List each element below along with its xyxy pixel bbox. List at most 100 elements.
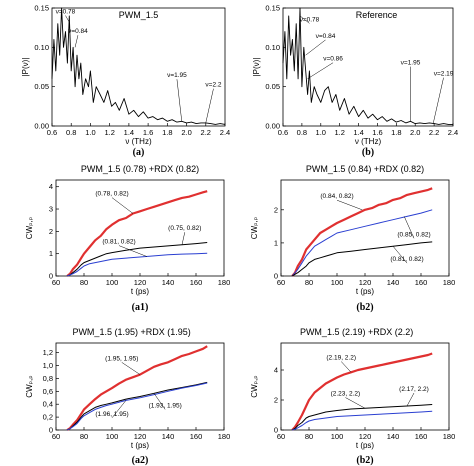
x-tick-label: 180 <box>218 432 231 441</box>
series-line-0 <box>282 7 453 125</box>
x-tick-label: 140 <box>162 278 175 287</box>
chart-title: PWM_1.5 (0.78) +RDX (0.82) <box>81 164 199 174</box>
annotation-arrow <box>307 62 334 80</box>
annotation-arrow <box>65 15 70 23</box>
x-axis-label: t (ps) <box>356 287 375 296</box>
annotation-arrow <box>345 397 366 409</box>
x-tick-label: 120 <box>134 278 147 287</box>
x-tick-label: 60 <box>277 278 285 287</box>
x-tick-label: 80 <box>80 432 88 441</box>
series-line-2 <box>292 410 433 431</box>
chart-b: 0.6 0.8 1.0 1.2 1.4 1.6 1.8 2.0 2.2 2.4 0.00 0.05 0.… <box>252 4 458 159</box>
y-tick-label: 0.15 <box>265 4 280 13</box>
x-tick-label: 180 <box>443 432 456 441</box>
annotation-label: (2.19, 2.2) <box>326 355 356 362</box>
y-tick-label: 2 <box>274 205 278 214</box>
y-tick-label: 0.15 <box>34 4 49 13</box>
x-axis-label: ν (THz) <box>355 137 382 146</box>
annotation-arrow <box>181 232 186 245</box>
x-tick-label: 80 <box>305 278 313 287</box>
x-tick-label: 60 <box>277 432 285 441</box>
panel-label: (b2) <box>356 455 373 466</box>
y-tick-label: 0.05 <box>34 82 49 91</box>
x-tick-label: 2.4 <box>448 128 458 137</box>
plot-frame <box>280 179 450 277</box>
x-tick-label: 160 <box>415 278 428 287</box>
x-tick-label: 160 <box>190 432 203 441</box>
x-tick-label: 100 <box>331 432 344 441</box>
annotation-arrow <box>111 197 134 214</box>
series-line-1 <box>67 242 208 277</box>
x-tick-label: 2.0 <box>181 128 191 137</box>
annotation-label: (1.96, 1.95) <box>95 411 128 418</box>
chart-a: 0.6 0.8 1.0 1.2 1.4 1.6 1.8 2.0 2.2 2.4 0.00 0.05 0.… <box>21 4 230 159</box>
x-tick-label: 180 <box>443 278 456 287</box>
chart-title: PWM_1.5 <box>119 10 159 20</box>
x-tick-label: 1.6 <box>143 128 153 137</box>
y-tick-label: 0 <box>49 272 53 281</box>
y-tick-label: 0,6 <box>43 387 53 396</box>
x-tick-label: 120 <box>134 432 147 441</box>
series-line-0 <box>291 352 433 431</box>
x-tick-label: 120 <box>359 432 372 441</box>
annotation-label: ν=0.86 <box>323 56 343 63</box>
panel-label: (b2) <box>356 302 373 313</box>
annotation-arrow <box>403 216 415 239</box>
x-tick-label: 2.2 <box>201 128 211 137</box>
x-tick-label: 160 <box>415 432 428 441</box>
panel-label: (a1) <box>132 302 149 313</box>
chart-title: PWM_1.5 (0.84) +RDX (0.82) <box>306 164 424 174</box>
annotation-label: ν=1.95 <box>167 72 187 79</box>
chart-title: PWM_1.5 (1.95) +RDX (1.95) <box>72 327 190 337</box>
x-tick-label: 1.6 <box>372 128 382 137</box>
annotation-arrow <box>121 362 141 375</box>
y-axis-label: |P(ν)| <box>252 58 261 77</box>
x-tick-label: 0.6 <box>47 128 57 137</box>
y-tick-label: 2 <box>274 396 278 405</box>
annotation-arrow <box>432 77 444 124</box>
chart-a2: 60 80 100 120 140 160 180 0 0,2 0,4 0,6 0,8 1,0 1,2 t … <box>25 327 230 466</box>
y-axis-label: |P(ν)| <box>21 58 30 77</box>
panel-label: (a) <box>133 147 145 158</box>
annotation-arrow <box>118 245 148 257</box>
x-tick-label: 0.8 <box>66 128 76 137</box>
y-tick-label: 1,2 <box>43 348 53 357</box>
annotation-label: ν=2.19 <box>434 71 454 78</box>
series-line-1 <box>291 404 433 431</box>
x-tick-label: 100 <box>331 278 344 287</box>
chart-b2bottom: 60 80 100 120 140 160 180 0 2 4 t (ps) CWₚ,ₚ PWM_1.5… <box>250 327 455 466</box>
x-tick-label: 60 <box>52 278 60 287</box>
series-line-0 <box>51 7 226 125</box>
series-line-2 <box>291 241 433 277</box>
x-tick-label: 140 <box>162 432 175 441</box>
annotation-label: (0.75, 0.82) <box>168 225 201 232</box>
chart-a1: 60 80 100 120 140 160 180 0 1 2 3 4 t (ps) CWₚ,ₚ PWM_1… <box>25 164 230 313</box>
x-tick-label: 1.2 <box>334 128 344 137</box>
annotation-arrow <box>406 392 415 407</box>
annotation-arrow <box>299 15 310 24</box>
x-tick-label: 2.2 <box>429 128 439 137</box>
chart-title: Reference <box>356 10 398 20</box>
annotation-arrow <box>205 88 214 123</box>
x-tick-label: 1.8 <box>162 128 172 137</box>
annotation-arrow <box>111 400 127 418</box>
y-tick-label: 0 <box>274 426 278 435</box>
annotation-label: ν=0.84 <box>316 33 336 40</box>
plot-frame <box>282 7 454 127</box>
x-tick-label: 1.4 <box>353 128 363 137</box>
y-tick-label: 0.10 <box>34 43 49 52</box>
annotation-arrow <box>392 246 408 264</box>
x-axis-label: t (ps) <box>131 441 150 450</box>
y-axis-label: CWₚ,ₚ <box>250 375 259 397</box>
annotation-label: (0.85, 0.82) <box>397 231 430 238</box>
y-tick-label: 0,2 <box>43 413 53 422</box>
y-axis-label: CWₚ,ₚ <box>25 217 34 239</box>
y-axis-label: CWₚ,ₚ <box>250 217 259 239</box>
y-tick-label: 0,4 <box>43 400 53 409</box>
annotation-label: ν=1.95 <box>401 60 421 67</box>
annotation-label: ν=0.78 <box>300 16 320 23</box>
annotation-arrow <box>176 79 182 122</box>
y-tick-label: 0.00 <box>34 122 49 131</box>
x-tick-label: 160 <box>190 278 203 287</box>
